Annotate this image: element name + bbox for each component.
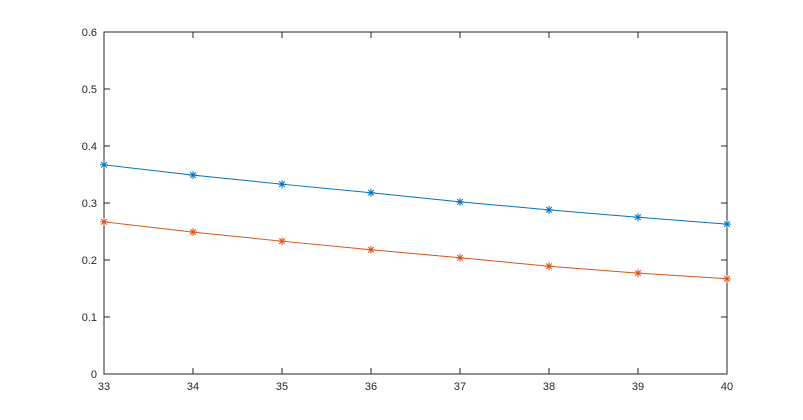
axes-box [103, 31, 728, 375]
marker [723, 274, 731, 283]
marker [100, 217, 108, 226]
series-line [103, 164, 728, 225]
x-tick-label: 37 [454, 381, 466, 393]
x-tick-label: 39 [632, 381, 644, 393]
x-tick-label: 36 [365, 381, 377, 393]
marker-stroke [367, 246, 375, 253]
marker [545, 205, 553, 214]
marker [456, 197, 464, 206]
marker-stroke [634, 269, 642, 277]
marker-stroke [723, 275, 731, 282]
y-tick-label: 0.4 [82, 141, 97, 153]
series-line [103, 221, 728, 280]
marker [367, 188, 375, 197]
marker-stroke [545, 263, 553, 270]
marker [723, 220, 731, 229]
marker-stroke [189, 171, 197, 179]
marker-stroke [189, 228, 197, 236]
marker [456, 253, 464, 262]
x-tick-label: 35 [276, 381, 288, 393]
marker-stroke [367, 189, 375, 196]
marker-stroke [278, 238, 286, 245]
marker [367, 245, 375, 254]
marker [100, 160, 108, 169]
y-tick-label: 0.3 [82, 198, 97, 210]
marker-stroke [100, 218, 108, 225]
marker [278, 237, 286, 246]
x-tick-label: 40 [721, 381, 733, 393]
marker [189, 228, 197, 237]
marker [634, 213, 642, 222]
x-tick-label: 33 [98, 381, 110, 393]
marker-stroke [456, 198, 464, 206]
marker [189, 171, 197, 180]
marker [634, 269, 642, 278]
marker [545, 262, 553, 271]
y-tick-label: 0.6 [82, 27, 97, 39]
y-tick-label: 0.1 [82, 312, 97, 324]
marker-stroke [634, 214, 642, 221]
y-tick-label: 0.5 [82, 84, 97, 96]
y-tick-label: 0 [91, 369, 97, 381]
marker-stroke [100, 161, 108, 168]
marker-stroke [723, 220, 731, 228]
marker-stroke [456, 254, 464, 261]
marker-stroke [545, 206, 553, 213]
marker [278, 180, 286, 189]
marker-stroke [278, 181, 286, 188]
x-tick-label: 34 [187, 381, 199, 393]
x-tick-label: 38 [543, 381, 555, 393]
y-tick-label: 0.2 [82, 255, 97, 267]
